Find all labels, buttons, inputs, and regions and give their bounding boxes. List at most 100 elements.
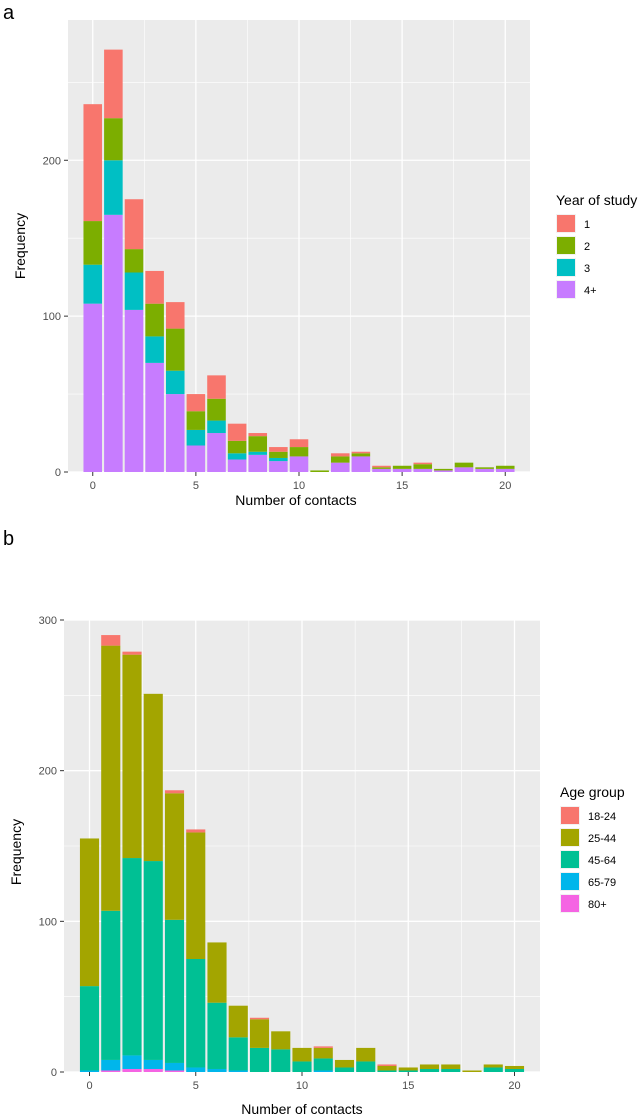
legend-title-b: Age group xyxy=(560,784,625,800)
bar-segment xyxy=(413,462,433,465)
bar-segment xyxy=(165,328,185,371)
y-axis-label-a: Frequency xyxy=(12,213,28,279)
bar-segment xyxy=(377,1070,397,1072)
bar-segment xyxy=(186,411,206,430)
bar-segment xyxy=(186,445,206,472)
bar-segment xyxy=(292,1061,312,1072)
bars-a xyxy=(83,49,515,473)
bar-segment xyxy=(462,1070,482,1072)
bar-segment xyxy=(228,1070,248,1072)
bar-segment xyxy=(475,468,494,472)
legend-key xyxy=(561,807,579,824)
bar-segment xyxy=(504,1065,525,1069)
bar-segment xyxy=(483,1064,503,1068)
bar-segment xyxy=(207,942,227,1003)
y-axis-label-b: Frequency xyxy=(8,819,24,885)
bar-segment xyxy=(145,270,164,304)
bar-segment xyxy=(164,793,185,920)
bar-segment xyxy=(104,118,123,161)
y-tick-label: 100 xyxy=(43,311,61,323)
bar-segment xyxy=(289,447,309,457)
bar-segment xyxy=(124,249,144,273)
legend-key xyxy=(561,895,579,912)
bar-segment xyxy=(330,456,350,463)
bar-segment xyxy=(122,858,142,1056)
legend-label: 25-44 xyxy=(588,833,616,845)
bar-segment xyxy=(228,1005,248,1038)
bar-segment xyxy=(392,465,412,469)
bar-segment xyxy=(83,104,103,222)
x-tick-label: 20 xyxy=(508,1080,520,1092)
bar-segment xyxy=(145,362,164,472)
bar-segment xyxy=(122,654,142,859)
bar-segment xyxy=(227,423,247,441)
bar-segment xyxy=(143,693,163,862)
bar-segment xyxy=(271,1031,291,1050)
y-tick-label: 300 xyxy=(39,615,57,627)
x-tick-label: 15 xyxy=(402,1080,414,1092)
x-tick-label: 10 xyxy=(296,1080,308,1092)
bar-segment xyxy=(495,468,515,472)
bar-segment xyxy=(227,453,247,460)
bar-segment xyxy=(398,1070,418,1072)
bar-segment xyxy=(122,1055,142,1069)
legend-title-a: Year of study xyxy=(556,192,637,208)
legend-key xyxy=(561,851,579,868)
bar-segment xyxy=(441,1068,461,1072)
bar-segment xyxy=(83,264,103,304)
bar-segment xyxy=(186,832,206,959)
bar-segment xyxy=(124,309,144,472)
bar-segment xyxy=(372,465,391,468)
bar-segment xyxy=(143,1068,163,1072)
bar-segment xyxy=(186,959,206,1068)
bar-segment xyxy=(271,1049,291,1072)
bar-segment xyxy=(330,462,350,472)
legend-label: 80+ xyxy=(588,899,607,911)
bar-segment xyxy=(330,453,350,457)
bar-segment xyxy=(351,456,371,472)
bar-segment xyxy=(83,303,103,472)
x-ticks-a: 0 5 10 15 20 xyxy=(90,472,511,492)
bar-segment xyxy=(249,1047,270,1072)
bar-segment xyxy=(101,1059,121,1071)
bar-segment xyxy=(372,467,391,469)
legend-label: 3 xyxy=(584,263,590,275)
bar-segment xyxy=(186,829,206,833)
bar-segment xyxy=(228,1037,248,1071)
y-tick-label: 200 xyxy=(39,766,57,778)
bar-segment xyxy=(145,336,164,363)
bar-segment xyxy=(164,919,185,1063)
bar-segment xyxy=(419,1064,440,1069)
bar-segment xyxy=(413,468,433,472)
bar-segment xyxy=(104,214,123,473)
bar-segment xyxy=(83,221,103,265)
legend-key xyxy=(557,259,575,276)
bar-segment xyxy=(434,470,453,472)
bar-segment xyxy=(434,468,453,471)
bar-segment xyxy=(313,1058,333,1071)
x-tick-label: 5 xyxy=(193,1080,199,1092)
x-tick-label: 5 xyxy=(193,480,199,492)
bar-segment xyxy=(313,1070,333,1072)
chart-a: a 0 100 200 0 5 10 15 20 Number of contacts Fr… xyxy=(3,2,637,508)
bar-segment xyxy=(334,1067,355,1072)
bar-segment xyxy=(413,464,433,469)
bar-segment xyxy=(122,651,142,655)
chart-b: b 0 100 200 300 0 5 10 15 20 Number of contacts… xyxy=(3,528,625,1117)
bars-b xyxy=(79,635,525,1072)
bar-segment xyxy=(101,910,121,1060)
bar-segment xyxy=(143,1059,163,1069)
legend-key xyxy=(557,215,575,232)
x-tick-label: 15 xyxy=(396,480,408,492)
bar-segment xyxy=(186,1067,206,1072)
bar-segment xyxy=(79,986,100,1071)
bar-segment xyxy=(207,1068,227,1072)
y-ticks-b: 0 100 200 300 xyxy=(39,615,64,1079)
bar-segment xyxy=(207,398,226,421)
bar-segment xyxy=(165,394,185,472)
legend-key xyxy=(557,281,575,298)
legend-a: Year of study 1 2 3 4+ xyxy=(556,192,637,299)
y-ticks-a: 0 100 200 xyxy=(43,155,68,479)
legend-b: Age group 18-24 25-44 45-64 65-79 80+ xyxy=(560,784,625,913)
